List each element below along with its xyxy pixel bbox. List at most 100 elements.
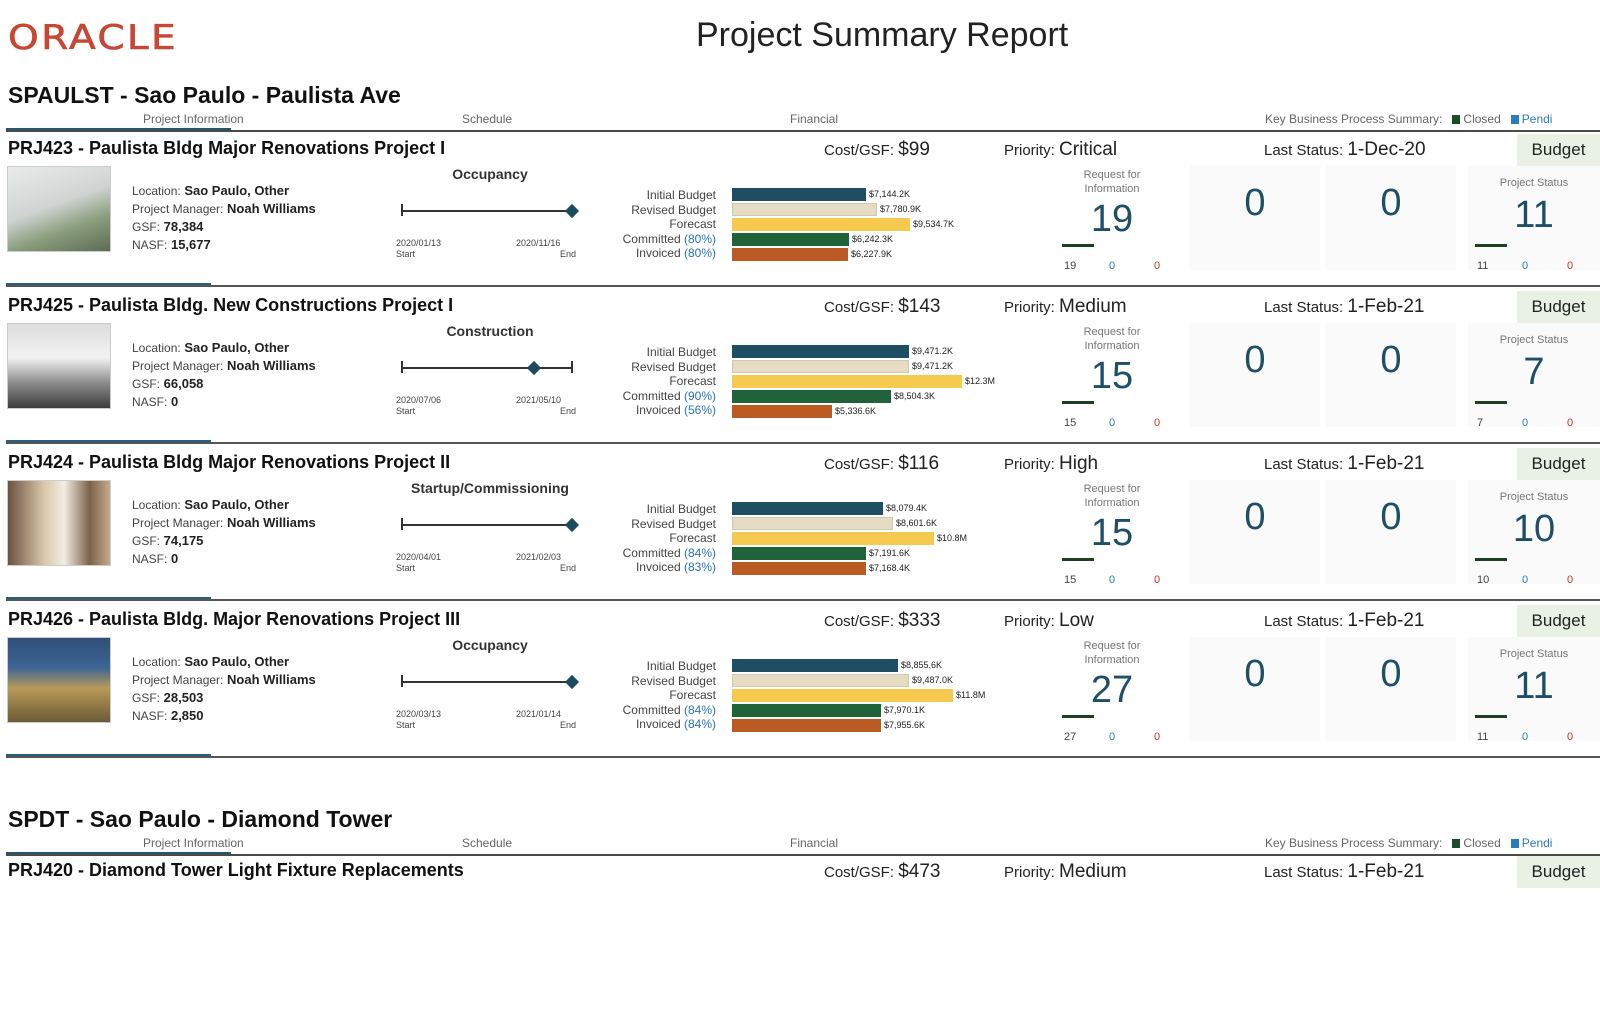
info-label: Location: <box>132 498 181 512</box>
financial-label-text: Forecast <box>669 374 716 388</box>
priority-label: Priority: <box>1004 864 1055 881</box>
financial-bar-committed[interactable] <box>732 390 891 403</box>
kbp-count-3[interactable]: 0 <box>1380 653 1402 695</box>
rfi-count[interactable]: 27 <box>1090 669 1134 711</box>
project-card: PRJ425 - Paulista Bldg. New Construction… <box>0 287 1600 447</box>
financial-label-invoiced: Invoiced (56%) <box>586 403 716 418</box>
financial-bar-value: $10.8M <box>937 533 968 543</box>
start-label: Start <box>396 563 416 573</box>
cost-gsf: Cost/GSF: $333 <box>824 610 940 632</box>
last-status-value: 1-Feb-21 <box>1347 453 1425 474</box>
project-title[interactable]: PRJ424 - Paulista Bldg Major Renovations… <box>8 452 451 472</box>
last-status-label: Last Status: <box>1264 613 1344 630</box>
project-title[interactable]: PRJ420 - Diamond Tower Light Fixture Rep… <box>8 860 464 880</box>
start-date-value: 2020/03/13 <box>396 709 442 719</box>
financial-bar-initial_budget[interactable] <box>732 188 866 201</box>
rfi-breakdown-pending: 0 <box>1109 731 1116 743</box>
last-status-label: Last Status: <box>1264 142 1344 159</box>
rfi-count[interactable]: 15 <box>1090 512 1134 554</box>
cost-gsf-label: Cost/GSF: <box>824 299 895 316</box>
kbp-count-2[interactable]: 0 <box>1244 496 1266 538</box>
project-title[interactable]: PRJ426 - Paulista Bldg. Major Renovation… <box>8 609 461 629</box>
info-label: Project Manager: <box>132 516 224 530</box>
kbp-count-3[interactable]: 0 <box>1380 339 1402 381</box>
legend-label: Key Business Process Summary: <box>1265 112 1443 126</box>
status-breakdown-pending: 0 <box>1522 574 1529 586</box>
kbp-count-3[interactable]: 0 <box>1380 182 1402 224</box>
kbp-panel-2 <box>1190 166 1320 270</box>
rfi-count[interactable]: 19 <box>1090 198 1134 240</box>
kbp-count-3[interactable]: 0 <box>1380 496 1402 538</box>
budget-tab[interactable]: Budget <box>1517 605 1600 637</box>
financial-bar-committed[interactable] <box>732 547 866 560</box>
cost-gsf-value: $333 <box>898 610 941 631</box>
project-status-count[interactable]: 11 <box>1514 665 1554 707</box>
financial-bar-committed[interactable] <box>732 704 881 717</box>
financial-bar-revised_budget[interactable] <box>732 674 909 687</box>
project-divider-accent <box>6 283 211 286</box>
financial-bar-forecast[interactable] <box>732 532 934 545</box>
budget-tab[interactable]: Budget <box>1517 134 1600 166</box>
financial-bar-forecast[interactable] <box>732 689 953 702</box>
rfi-breakdown-closed: 19 <box>1064 260 1077 272</box>
timeline-progress-marker[interactable] <box>564 203 580 219</box>
financial-bar-revised_budget[interactable] <box>732 203 877 216</box>
project-photo[interactable] <box>7 480 111 566</box>
financial-bar-initial_budget[interactable] <box>732 659 898 672</box>
info-label: Project Manager: <box>132 673 224 687</box>
financial-bar-value: $8,855.6K <box>901 660 943 670</box>
financial-bar-forecast[interactable] <box>732 375 962 388</box>
priority-value: Medium <box>1059 296 1127 317</box>
budget-tab[interactable]: Budget <box>1517 291 1600 323</box>
project-photo[interactable] <box>7 166 111 252</box>
financial-bar-forecast[interactable] <box>732 218 910 231</box>
start-date: 2020/04/01 Start <box>396 552 441 574</box>
financial-label-text: Committed <box>622 231 681 246</box>
project-divider-accent <box>6 440 211 443</box>
invoiced-pct: (56%) <box>683 403 716 417</box>
kbp-count-2[interactable]: 0 <box>1244 339 1266 381</box>
timeline-progress-marker[interactable] <box>564 674 580 690</box>
financial-label-text: Invoiced <box>635 560 681 574</box>
timeline-progress-marker[interactable] <box>526 360 542 376</box>
financial-bar-invoiced[interactable] <box>732 405 832 418</box>
project-status-count[interactable]: 11 <box>1514 194 1554 236</box>
start-date-value: 2020/07/06 <box>396 395 442 405</box>
timeline-progress-marker[interactable] <box>564 517 580 533</box>
project-photo[interactable] <box>7 637 111 723</box>
project-photo[interactable] <box>7 323 111 409</box>
financial-label-text: Initial Budget <box>646 345 716 359</box>
info-label: Location: <box>132 341 181 355</box>
budget-tab[interactable]: Budget <box>1517 856 1600 888</box>
project-status-count[interactable]: 7 <box>1523 351 1545 393</box>
site-divider <box>6 130 1600 132</box>
financial-bar-invoiced[interactable] <box>732 248 848 261</box>
cost-gsf: Cost/GSF: $143 <box>824 296 940 318</box>
priority-label: Priority: <box>1004 456 1055 473</box>
financial-label-revised_budget: Revised Budget <box>586 674 716 689</box>
info-label: Location: <box>132 184 181 198</box>
financial-bar-committed[interactable] <box>732 233 849 246</box>
committed-pct: (84%) <box>683 702 716 717</box>
rfi-breakdown-pending: 0 <box>1109 260 1116 272</box>
end-date: 2021/01/14 End <box>516 709 576 731</box>
project-status-count[interactable]: 10 <box>1512 508 1556 550</box>
rfi-count[interactable]: 15 <box>1090 355 1134 397</box>
cost-gsf-label: Cost/GSF: <box>824 456 895 473</box>
financial-bar-invoiced[interactable] <box>732 719 881 732</box>
financial-bar-revised_budget[interactable] <box>732 360 909 373</box>
financial-bar-initial_budget[interactable] <box>732 345 909 358</box>
financial-bar-value: $7,780.9K <box>880 204 922 214</box>
kbp-count-2[interactable]: 0 <box>1244 182 1266 224</box>
financial-label-forecast: Forecast <box>586 217 716 232</box>
project-title[interactable]: PRJ425 - Paulista Bldg. New Construction… <box>8 295 454 315</box>
financial-label-initial_budget: Initial Budget <box>586 502 716 517</box>
kbp-count-2[interactable]: 0 <box>1244 653 1266 695</box>
info-value: Sao Paulo, Other <box>184 183 290 198</box>
financial-bar-invoiced[interactable] <box>732 562 866 575</box>
financial-bar-revised_budget[interactable] <box>732 517 893 530</box>
financial-bar-initial_budget[interactable] <box>732 502 883 515</box>
priority-label: Priority: <box>1004 142 1055 159</box>
budget-tab[interactable]: Budget <box>1517 448 1600 480</box>
project-title[interactable]: PRJ423 - Paulista Bldg Major Renovations… <box>8 138 446 158</box>
